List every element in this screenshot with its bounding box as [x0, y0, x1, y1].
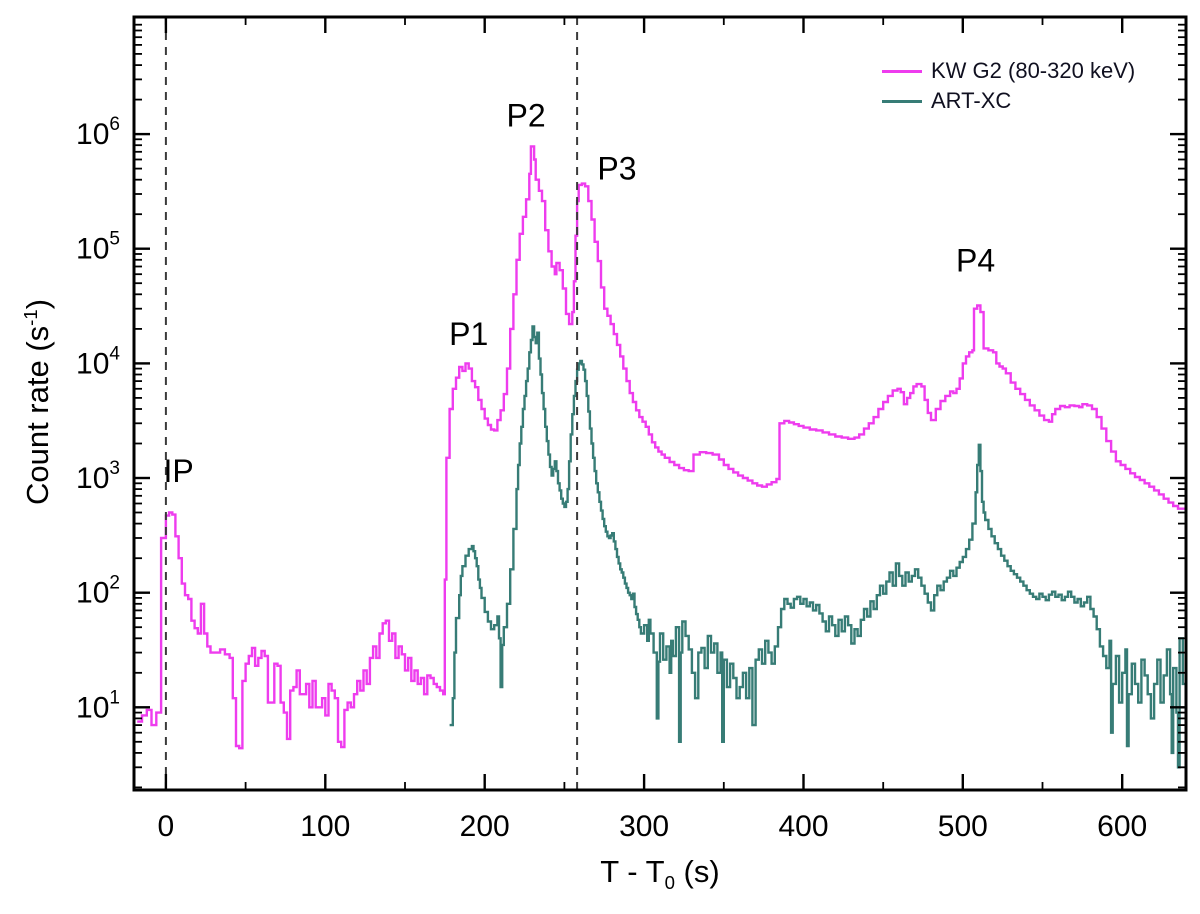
series-group — [137, 145, 1186, 769]
peak-label-p3: P3 — [597, 151, 636, 187]
peak-label-ip: IP — [163, 453, 193, 489]
kw-g2-legend-label: KW G2 (80-320 keV) — [931, 58, 1136, 83]
legend-item-art-xc: ART-XC — [882, 86, 1135, 116]
x-tick-label: 200 — [460, 810, 510, 843]
x-tick-label: 300 — [619, 810, 669, 843]
art-xc-line-swatch — [882, 99, 922, 103]
legend-item-kw-g2: KW G2 (80-320 keV) — [882, 56, 1135, 86]
y-axis-title-text: Count rate (s — [20, 325, 56, 506]
peak-label-p4: P4 — [956, 243, 995, 279]
kw-g2-line-swatch — [882, 69, 922, 73]
peak-label-p1: P1 — [449, 316, 488, 352]
x-axis-title-subscript: 0 — [664, 872, 675, 894]
x-tick-label: 100 — [300, 810, 350, 843]
x-axis-title: T - T0 (s) — [600, 854, 719, 894]
x-tick-label: 400 — [778, 810, 828, 843]
y-axis-title-superscript: -1 — [19, 309, 41, 326]
x-tick-label: 500 — [938, 810, 988, 843]
axis-ticks — [134, 17, 1186, 790]
y-tick-label: 103 — [76, 458, 120, 495]
legend: KW G2 (80-320 keV) ART-XC — [882, 56, 1135, 116]
y-tick-label: 101 — [76, 687, 120, 724]
kw-g2-series-line — [137, 145, 1186, 750]
art-xc-legend-label: ART-XC — [931, 88, 1012, 113]
peak-label-p2: P2 — [507, 98, 546, 134]
plot-frame — [132, 15, 1188, 792]
y-tick-label: 104 — [76, 343, 120, 380]
y-tick-label: 102 — [76, 573, 120, 610]
x-axis-title-suffix: (s) — [674, 853, 720, 889]
y-tick-label: 105 — [76, 229, 120, 266]
x-tick-label: 600 — [1097, 810, 1147, 843]
x-axis-title-text: T - T — [600, 853, 665, 889]
y-axis-title: Count rate (s-1) — [20, 299, 56, 505]
x-tick-label: 0 — [158, 810, 175, 843]
y-axis-title-close: ) — [20, 298, 56, 310]
y-tick-label: 106 — [76, 114, 120, 151]
art-xc-series-line — [449, 325, 1186, 769]
